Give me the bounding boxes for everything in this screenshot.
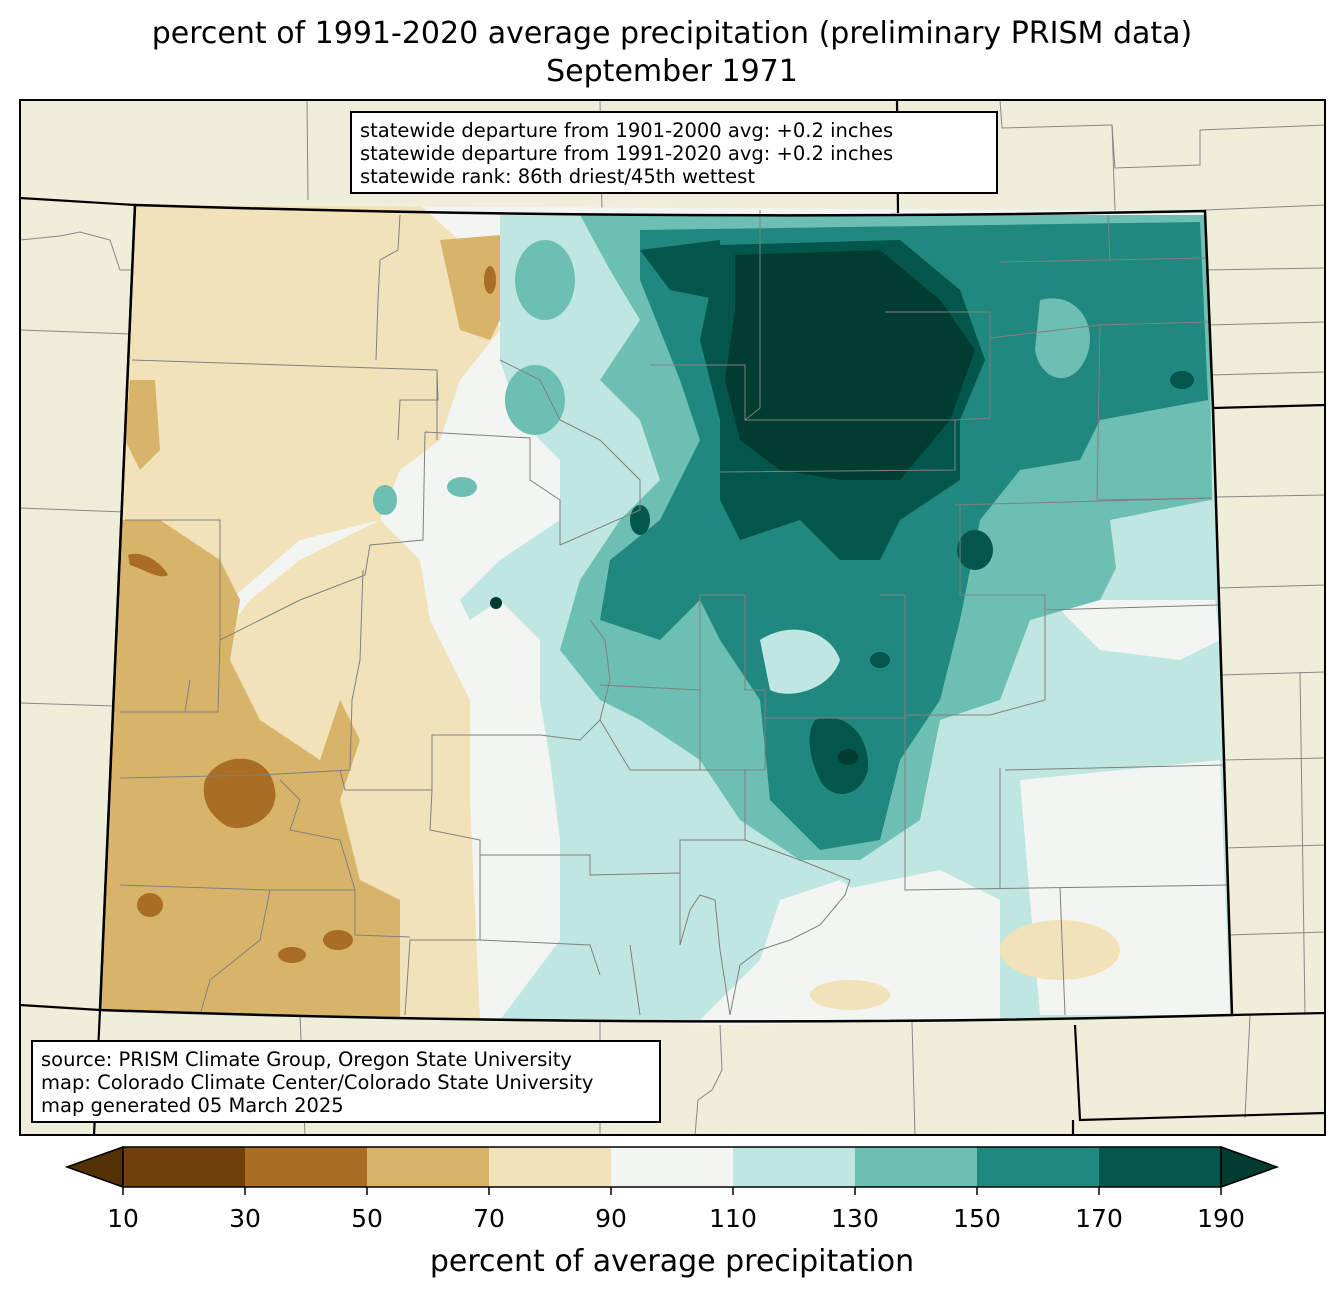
colorbar-swatch-150-170 bbox=[977, 1147, 1099, 1187]
credits-generated-date: map generated 05 March 2025 bbox=[41, 1094, 344, 1117]
statewide-stats-box: statewide departure from 1901-2000 avg: … bbox=[350, 111, 998, 194]
credits-map: map: Colorado Climate Center/Colorado St… bbox=[41, 1071, 594, 1094]
colorbar-swatch-10-30 bbox=[123, 1147, 245, 1187]
colorbar-tick-label: 130 bbox=[831, 1204, 879, 1233]
colorbar-swatch-50-70 bbox=[367, 1147, 489, 1187]
field-170-190-spot bbox=[957, 530, 993, 570]
field-over-190-spot bbox=[838, 749, 858, 765]
field-30-50-spot bbox=[278, 947, 306, 963]
colorbar-swatch-110-130 bbox=[733, 1147, 855, 1187]
credits-box: source: PRISM Climate Group, Oregon Stat… bbox=[31, 1040, 661, 1123]
colorbar-tick-label: 170 bbox=[1075, 1204, 1123, 1233]
field-70-90-east bbox=[810, 980, 890, 1010]
colorbar-tick-label: 110 bbox=[709, 1204, 757, 1233]
field-50-70-patch bbox=[125, 380, 160, 470]
colorbar-tick-label: 10 bbox=[107, 1204, 139, 1233]
colorbar-label: percent of average precipitation bbox=[429, 1244, 915, 1279]
field-50-70-north bbox=[440, 235, 510, 340]
map-subtitle-period: September 1971 bbox=[546, 54, 798, 89]
field-30-50-spot bbox=[137, 893, 163, 917]
colorbar-swatch-70-90 bbox=[489, 1147, 611, 1187]
field-over-190-spot bbox=[490, 597, 502, 609]
colorbar-swatch-170-190 bbox=[1099, 1147, 1221, 1187]
field-130-150-spot bbox=[373, 485, 397, 515]
colorbar-tick-label: 30 bbox=[229, 1204, 261, 1233]
field-30-50-spot bbox=[484, 266, 496, 294]
colorbar-tick-label: 90 bbox=[595, 1204, 627, 1233]
field-110-130-inset bbox=[1110, 500, 1215, 600]
field-130-150-inset bbox=[1035, 298, 1090, 379]
field-30-50-spot bbox=[323, 930, 353, 950]
colorbar-tick-label: 70 bbox=[473, 1204, 505, 1233]
colorbar bbox=[64, 1145, 1280, 1195]
precipitation-field bbox=[100, 205, 1232, 1025]
colorbar-swatch-90-110 bbox=[611, 1147, 733, 1187]
colorbar-outline bbox=[122, 1146, 1222, 1188]
map-frame bbox=[19, 99, 1326, 1136]
field-170-190-spot bbox=[1170, 371, 1194, 389]
county-lines bbox=[119, 210, 1231, 1016]
field-70-90-east bbox=[1000, 920, 1120, 980]
field-90-110-east bbox=[1050, 600, 1220, 660]
field-over-190 bbox=[725, 250, 975, 480]
stats-departure-1901-2000: statewide departure from 1901-2000 avg: … bbox=[360, 119, 894, 142]
credits-source: source: PRISM Climate Group, Oregon Stat… bbox=[41, 1048, 572, 1071]
colorbar-swatch-30-50 bbox=[245, 1147, 367, 1187]
colorbar-tick-label: 190 bbox=[1197, 1204, 1245, 1233]
colorbar-under-triangle bbox=[64, 1145, 124, 1189]
field-130-150-spot bbox=[447, 477, 477, 497]
colorbar-tick-label: 50 bbox=[351, 1204, 383, 1233]
field-130-150-west bbox=[505, 365, 565, 435]
colorbar-over-triangle bbox=[1220, 1145, 1280, 1189]
field-90-110-inset bbox=[220, 520, 380, 640]
field-30-50-spot bbox=[128, 553, 168, 577]
field-170-190-spot bbox=[870, 652, 890, 668]
field-130-150-west bbox=[515, 240, 575, 320]
colorbar-swatch-130-150 bbox=[855, 1147, 977, 1187]
colorbar-tick-label: 150 bbox=[953, 1204, 1001, 1233]
colorbar-ticks bbox=[122, 1187, 1222, 1195]
field-110-130-inset bbox=[760, 629, 840, 694]
map-title: percent of 1991-2020 average precipitati… bbox=[151, 16, 1193, 51]
stats-rank: statewide rank: 86th driest/45th wettest bbox=[360, 165, 755, 188]
stats-departure-1991-2020: statewide departure from 1991-2020 avg: … bbox=[360, 142, 894, 165]
field-170-190-north bbox=[640, 240, 720, 300]
